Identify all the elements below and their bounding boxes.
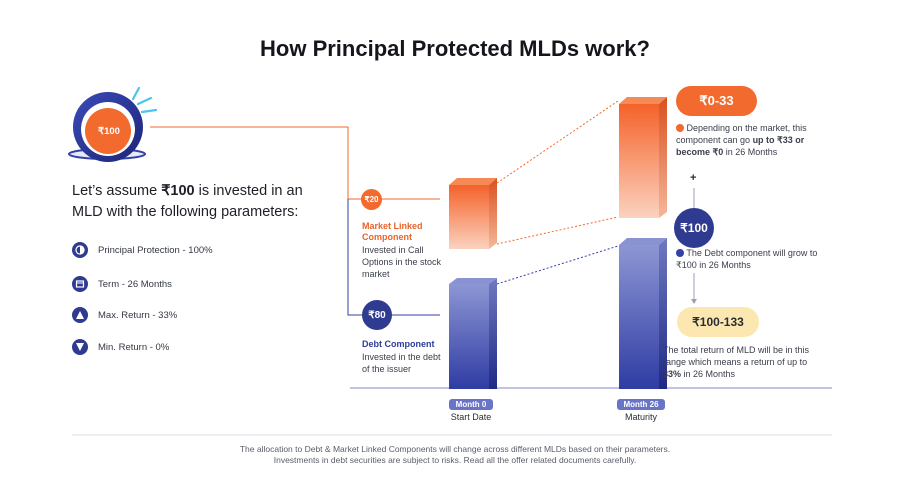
total-bold: 33% [663, 369, 682, 379]
intro-suffix: is invested in an MLD with the following… [72, 183, 303, 220]
param-principal-protection: Principal Protection - 100% [72, 241, 213, 259]
market-component-desc: Invested in Call Options in the stock ma… [362, 245, 442, 279]
intro-amount: ₹100 [161, 183, 195, 199]
market-range-prefix: Depending on the market, this component … [676, 123, 807, 145]
intro-prefix: Let’s assume [72, 183, 162, 199]
axis-label-maturity: Maturity [624, 412, 657, 422]
calendar-icon [72, 276, 88, 292]
page-title: How Principal Protected MLDs work? [260, 36, 650, 61]
plus-sign: + [690, 172, 697, 184]
market-range-bold: up to ₹33 or become ₹0 [676, 135, 805, 157]
start-debt-block [449, 278, 497, 389]
market-amount-badge: ₹20 [361, 189, 382, 210]
param-label: Max. Return - 33% [98, 309, 178, 321]
param-label: Min. Return - 0% [98, 341, 170, 353]
start-market-block [449, 178, 497, 249]
axis-tag-month-0: Month 0 [449, 399, 493, 410]
total-prefix: The total return of MLD will be in this … [663, 345, 810, 367]
investment-amount: ₹100 [98, 125, 120, 137]
debt-connector-line [347, 199, 362, 316]
total-suffix: in 26 Months [681, 369, 736, 379]
axis-label-start: Start Date [450, 412, 492, 422]
debt-component-title: Debt Component [362, 339, 435, 349]
market-component-title: Market Linked Component [362, 221, 423, 242]
shield-icon [72, 242, 88, 258]
param-term: Term - 26 Months [72, 275, 172, 293]
market-range-suffix: in 26 Months [723, 147, 778, 157]
footnote-line-1: The allocation to Debt & Market Linked C… [239, 444, 671, 454]
investment-coin-icon [68, 86, 158, 162]
debt-component-desc: Invested in the debt of the issuer [362, 352, 441, 374]
market-connector-line [150, 126, 362, 200]
maturity-market-block [619, 97, 667, 218]
param-label: Term - 26 Months [98, 278, 172, 290]
gauge-icon [676, 124, 684, 132]
market-range-pill: ₹0-33 [676, 86, 757, 116]
intro-text: Let’s assume ₹100 is invested in an MLD … [72, 181, 322, 223]
market-range-text: Depending on the market, this component … [676, 122, 826, 158]
param-max-return: Max. Return - 33% [72, 306, 177, 324]
axis-tag-month-26: Month 26 [617, 399, 665, 410]
footnote-line-2: Investments in debt securities are subje… [273, 455, 637, 465]
debt-amount-badge: ₹80 [362, 300, 392, 330]
total-range-text: The total return of MLD will be in this … [663, 344, 823, 380]
maturity-debt-desc: The Debt component will grow to ₹100 in … [676, 248, 818, 270]
trend-down-icon [72, 339, 88, 355]
param-min-return: Min. Return - 0% [72, 338, 169, 356]
maturity-debt-badge: ₹100 [674, 208, 714, 248]
clock-icon [676, 249, 684, 257]
maturity-debt-block [619, 238, 667, 389]
maturity-debt-text: The Debt component will grow to ₹100 in … [676, 247, 826, 271]
total-range-pill: ₹100-133 [677, 307, 759, 337]
trend-up-icon [72, 307, 88, 323]
param-label: Principal Protection - 100% [98, 244, 213, 256]
